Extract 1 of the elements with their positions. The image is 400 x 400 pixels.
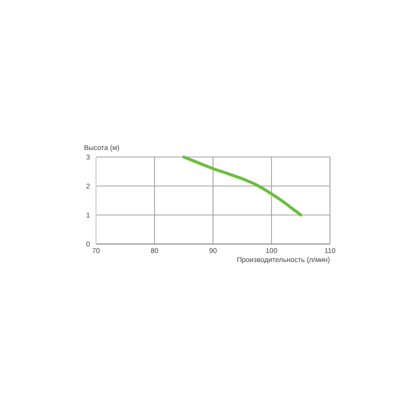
line-series (182, 156, 302, 216)
